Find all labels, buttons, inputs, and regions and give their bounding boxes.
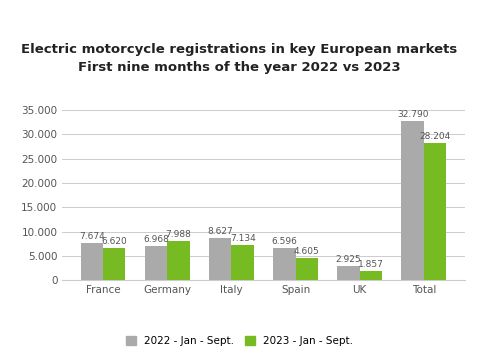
Text: 7.988: 7.988 xyxy=(165,230,191,239)
Text: 1.857: 1.857 xyxy=(358,260,384,269)
Text: 7.134: 7.134 xyxy=(230,234,255,243)
Bar xyxy=(80,243,103,280)
Bar xyxy=(401,121,424,280)
Text: Electric motorcycle registrations in key European markets
First nine months of t: Electric motorcycle registrations in key… xyxy=(22,43,457,74)
Text: 6.620: 6.620 xyxy=(102,237,127,246)
Bar xyxy=(296,258,318,280)
Bar xyxy=(337,266,360,280)
Legend: 2022 - Jan - Sept., 2023 - Jan - Sept.: 2022 - Jan - Sept., 2023 - Jan - Sept. xyxy=(121,332,358,350)
Text: 28.204: 28.204 xyxy=(420,132,451,141)
Bar xyxy=(103,248,125,280)
Text: 4.605: 4.605 xyxy=(294,247,319,256)
Bar xyxy=(209,238,231,280)
Bar xyxy=(167,241,190,280)
Bar xyxy=(424,143,446,280)
Text: 2.925: 2.925 xyxy=(336,255,361,264)
Bar xyxy=(231,246,254,280)
Text: 6.968: 6.968 xyxy=(143,235,169,244)
Text: 7.674: 7.674 xyxy=(79,232,105,241)
Text: 6.596: 6.596 xyxy=(272,237,297,246)
Bar xyxy=(273,248,296,280)
Text: 32.790: 32.790 xyxy=(397,110,428,119)
Bar xyxy=(360,271,382,280)
Bar xyxy=(145,246,167,280)
Text: 8.627: 8.627 xyxy=(207,227,233,236)
